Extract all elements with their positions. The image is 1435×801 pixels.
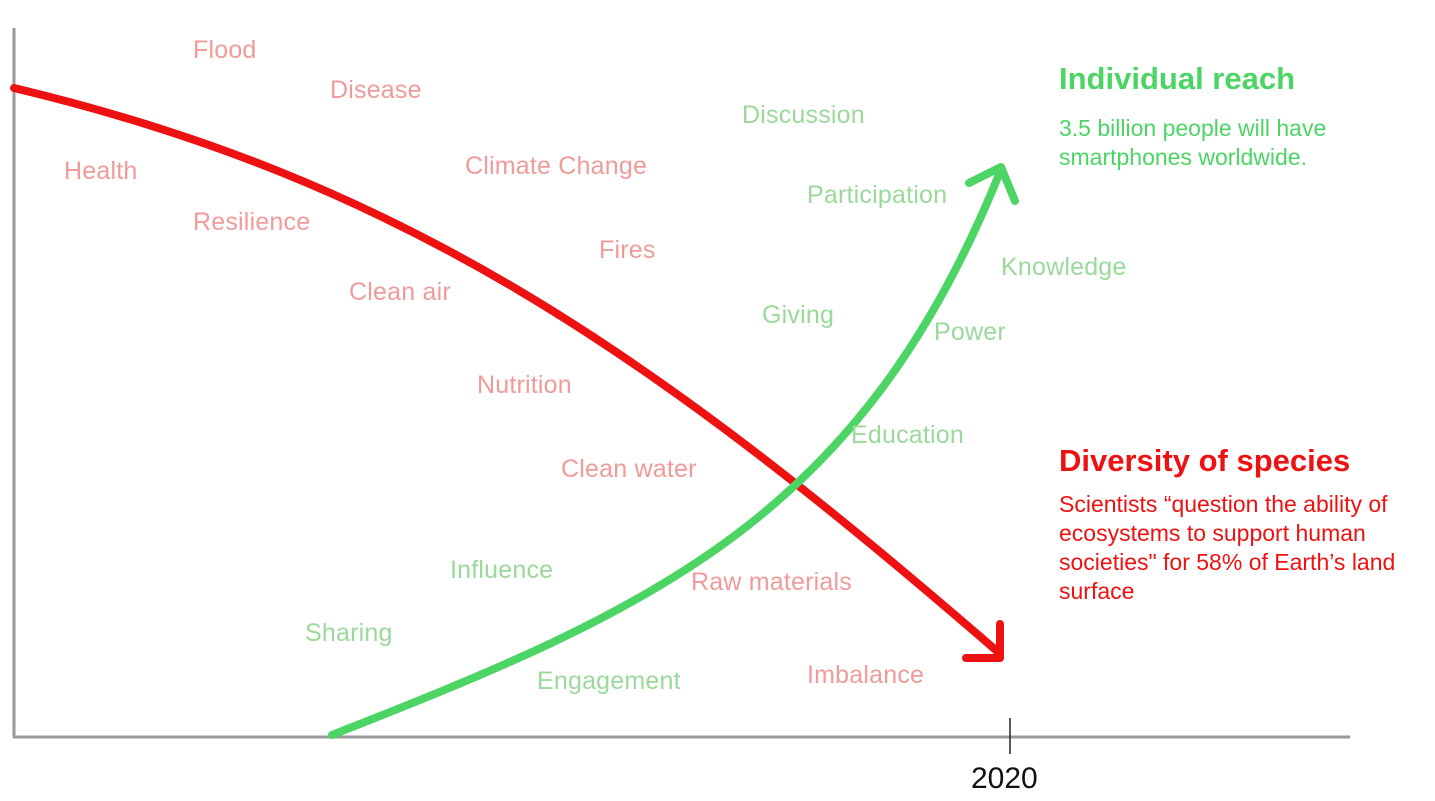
word-clean-water: Clean water <box>561 455 697 483</box>
year-label: 2020 <box>971 762 1038 795</box>
diversity-curve <box>10 84 1002 656</box>
word-disease: Disease <box>330 76 422 104</box>
individual-reach-title: Individual reach <box>1059 61 1296 96</box>
word-discussion: Discussion <box>742 101 865 129</box>
word-knowledge: Knowledge <box>1001 253 1127 281</box>
word-giving: Giving <box>762 301 835 329</box>
word-nutrition: Nutrition <box>477 371 572 399</box>
word-education: Education <box>851 421 964 449</box>
individual-reach-body: 3.5 billion people will have smartphones… <box>1059 115 1327 170</box>
word-fires: Fires <box>599 236 656 264</box>
reach-curve <box>328 168 1004 739</box>
diversity-arrowhead <box>962 620 1004 662</box>
diversity-title: Diversity of species <box>1059 443 1351 478</box>
word-influence: Influence <box>450 556 554 584</box>
word-climate-change: Climate Change <box>465 152 648 180</box>
word-resilience: Resilience <box>193 208 311 236</box>
word-health: Health <box>64 157 138 185</box>
word-raw-materials: Raw materials <box>691 568 852 596</box>
word-engagement: Engagement <box>537 667 681 695</box>
word-power: Power <box>934 318 1006 346</box>
word-participation: Participation <box>807 181 948 209</box>
word-sharing: Sharing <box>305 619 393 647</box>
word-clean-air: Clean air <box>349 278 451 306</box>
reach-arrowhead <box>965 163 1019 205</box>
word-flood: Flood <box>193 36 257 64</box>
diversity-body: Scientists “question the ability of ecos… <box>1059 491 1396 604</box>
word-imbalance: Imbalance <box>807 661 925 689</box>
